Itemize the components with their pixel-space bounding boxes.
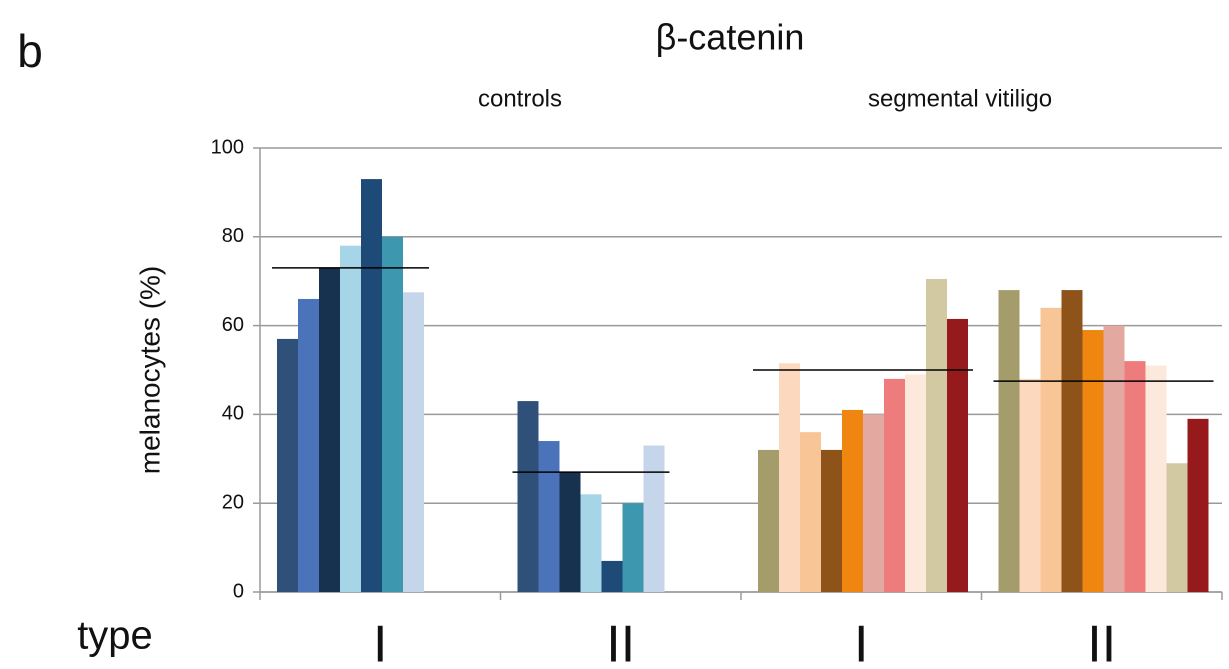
bar xyxy=(559,472,581,592)
chart-title: β-catenin xyxy=(656,17,805,58)
bar xyxy=(1040,307,1062,592)
bar xyxy=(1082,330,1104,592)
bar xyxy=(1019,378,1041,592)
y-tick-label: 20 xyxy=(222,491,244,513)
panel-label: b xyxy=(17,25,43,77)
bar xyxy=(382,236,403,593)
y-tick-label: 0 xyxy=(233,580,244,602)
bar xyxy=(580,494,602,592)
bar xyxy=(884,378,905,592)
group-header: segmental vitiligo xyxy=(868,85,1052,112)
x-tick-label: II xyxy=(1087,616,1116,669)
bar xyxy=(905,374,926,592)
bar xyxy=(622,503,644,592)
bar xyxy=(340,245,361,592)
bar xyxy=(1145,365,1167,592)
bar xyxy=(643,445,665,592)
bar xyxy=(1124,361,1146,592)
bar xyxy=(1187,418,1209,592)
x-tick-label: I xyxy=(373,616,387,669)
x-axis-label: type xyxy=(77,614,153,658)
bar xyxy=(947,318,968,592)
y-tick-label: 100 xyxy=(211,136,244,158)
bar xyxy=(779,363,800,592)
y-tick-label: 80 xyxy=(222,225,244,247)
bar xyxy=(1166,463,1188,592)
bar xyxy=(403,292,424,592)
bar xyxy=(361,179,382,592)
bar xyxy=(821,449,842,592)
y-tick-label: 60 xyxy=(222,314,244,336)
y-tick-label: 40 xyxy=(222,403,244,425)
bar xyxy=(517,401,539,592)
y-axis-label: melanocytes (%) xyxy=(134,266,165,475)
x-tick-label: I xyxy=(854,616,868,669)
bar xyxy=(863,414,884,592)
bar xyxy=(1061,290,1083,592)
group-header: controls xyxy=(478,85,562,112)
bar xyxy=(800,432,821,592)
bar xyxy=(1103,325,1125,592)
bar xyxy=(538,441,560,592)
bar xyxy=(277,338,298,592)
bar xyxy=(758,449,779,592)
bar xyxy=(601,560,623,592)
bar xyxy=(998,290,1020,592)
bar xyxy=(298,298,319,592)
bar xyxy=(319,267,340,592)
bar xyxy=(842,409,863,592)
bar xyxy=(926,278,947,592)
x-tick-label: II xyxy=(606,616,635,669)
